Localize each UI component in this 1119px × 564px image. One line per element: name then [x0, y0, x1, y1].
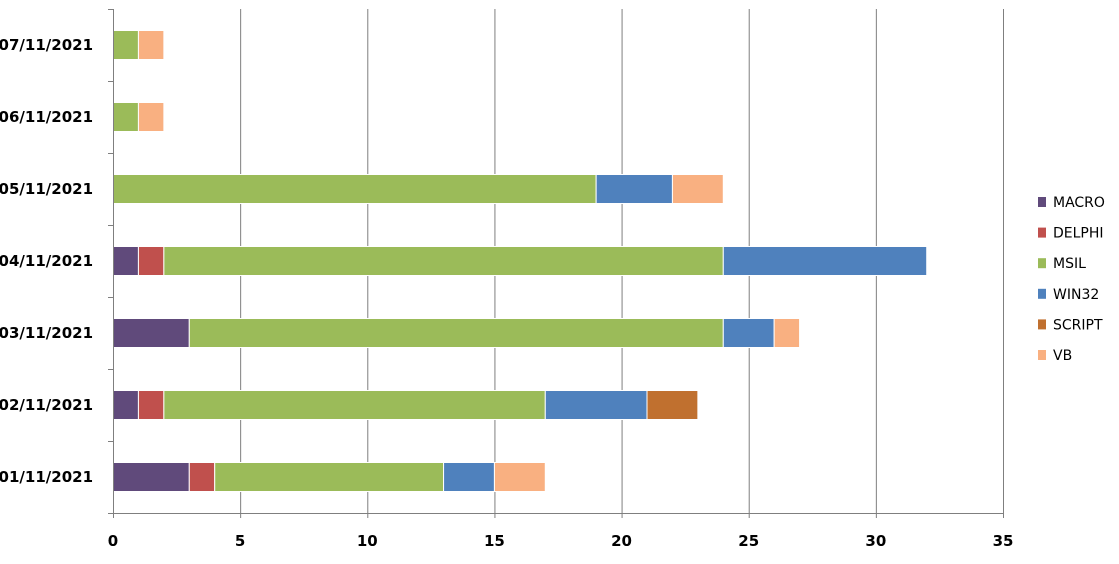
- legend-swatch-msil: [1038, 258, 1046, 269]
- bar-macro-2: [112, 318, 190, 348]
- legend-swatch-vb: [1038, 350, 1046, 360]
- bar-win32-2: [722, 318, 775, 348]
- legend-label-delphi: DELPHI: [1053, 226, 1104, 242]
- legend-label-msil: MSIL: [1053, 256, 1086, 272]
- bar-vb-0: [493, 462, 546, 492]
- bar-msil-6: [112, 30, 139, 60]
- bar-macro-0: [112, 462, 190, 492]
- bar-macro-1: [112, 390, 139, 420]
- bar-script-1: [646, 390, 699, 420]
- x-tick-label-35: 35: [993, 532, 1014, 550]
- bar-vb-6: [137, 30, 165, 60]
- category-label-4: 05/11/2021: [0, 180, 93, 198]
- x-tick-label-15: 15: [484, 532, 505, 550]
- bar-msil-5: [112, 102, 139, 132]
- legend-label-win32: WIN32: [1053, 287, 1099, 303]
- x-tick-label-5: 5: [235, 532, 245, 550]
- legend: MACRO DELPHI MSIL WIN32 SCRIPT VB: [1038, 195, 1105, 364]
- bar-msil-1: [163, 390, 546, 420]
- legend-swatch-script: [1038, 319, 1046, 330]
- x-tick-label-25: 25: [738, 532, 759, 550]
- x-tick-label-10: 10: [357, 532, 378, 550]
- bars: [112, 30, 928, 492]
- bar-win32-3: [722, 246, 928, 276]
- bar-msil-2: [188, 318, 724, 348]
- bar-vb-4: [671, 174, 724, 204]
- legend-label-macro: MACRO: [1053, 195, 1105, 211]
- legend-label-vb: VB: [1053, 348, 1072, 364]
- category-label-0: 01/11/2021: [0, 468, 93, 486]
- legend-swatch-macro: [1038, 197, 1046, 207]
- x-tick-label-20: 20: [611, 532, 632, 550]
- category-labels: 01/11/2021 02/11/2021 03/11/2021 04/11/2021…: [0, 36, 93, 486]
- bar-macro-3: [112, 246, 139, 276]
- x-tick-label-30: 30: [865, 532, 886, 550]
- bar-msil-0: [214, 462, 445, 492]
- category-label-2: 03/11/2021: [0, 324, 93, 342]
- legend-swatch-delphi: [1038, 227, 1046, 238]
- category-label-1: 02/11/2021: [0, 396, 93, 414]
- bar-vb-5: [137, 102, 165, 132]
- bar-delphi-1: [137, 390, 165, 420]
- bar-win32-4: [595, 174, 673, 204]
- legend-swatch-win32: [1038, 288, 1046, 299]
- bar-delphi-3: [137, 246, 165, 276]
- bar-vb-2: [773, 318, 801, 348]
- category-label-3: 04/11/2021: [0, 252, 93, 270]
- bar-delphi-0: [188, 462, 216, 492]
- bar-win32-1: [544, 390, 648, 420]
- category-label-6: 07/11/2021: [0, 36, 93, 54]
- x-tick-label-0: 0: [108, 532, 118, 550]
- axes: [108, 9, 1004, 518]
- bar-msil-4: [112, 174, 597, 204]
- category-label-5: 06/11/2021: [0, 108, 93, 126]
- bar-msil-3: [163, 246, 724, 276]
- bar-win32-0: [443, 462, 495, 492]
- x-tick-labels: 0 5 10 15 20 25 30 35: [108, 532, 1014, 550]
- legend-label-script: SCRIPT: [1053, 317, 1103, 333]
